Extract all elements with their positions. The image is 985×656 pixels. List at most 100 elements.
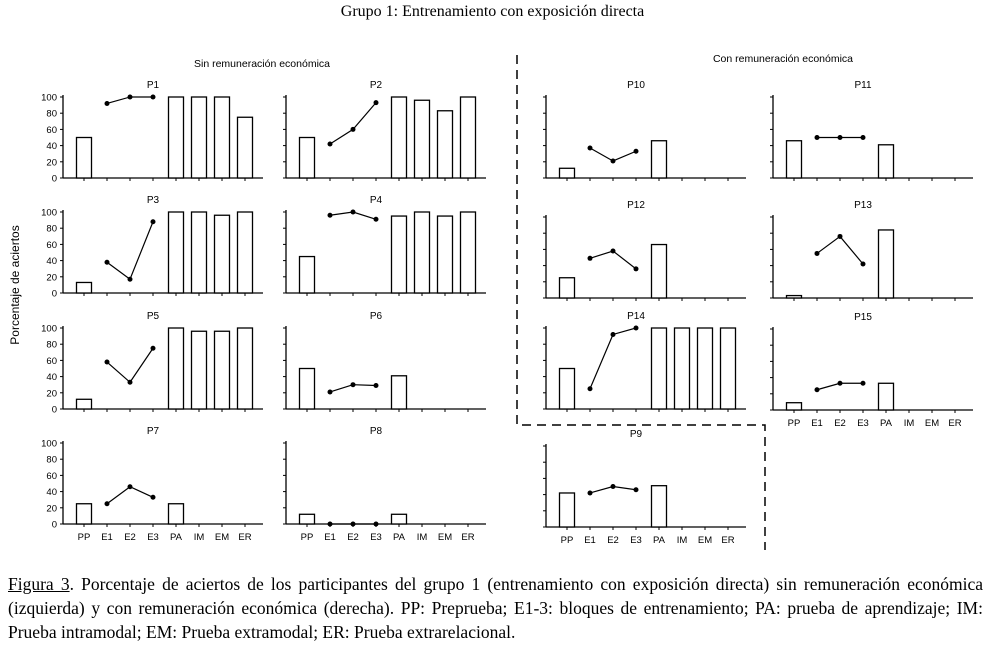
training-point-P15-E2 xyxy=(837,380,843,386)
bar-P4-EM xyxy=(436,215,454,294)
x-tick-label: ER xyxy=(948,418,961,429)
training-point-P13-E3 xyxy=(860,261,866,267)
bar-P8-PA xyxy=(390,513,408,525)
panel-title: P7 xyxy=(147,426,160,437)
training-point-P9-E2 xyxy=(610,484,616,489)
training-point-P14-E2 xyxy=(610,331,616,337)
bar-P1-ER xyxy=(236,116,254,179)
bar-P2-IM xyxy=(413,99,431,179)
y-tick-label: 80 xyxy=(46,109,57,120)
y-tick-label: 0 xyxy=(52,174,57,185)
bar-P6-PP xyxy=(298,367,316,410)
bar-P7-PA xyxy=(167,503,185,525)
x-tick-label: PA xyxy=(653,535,666,546)
training-line-P14 xyxy=(589,327,637,389)
training-point-P5-E2 xyxy=(127,379,133,385)
x-tick-label: IM xyxy=(194,532,205,543)
training-point-P1-E3 xyxy=(150,94,156,100)
caption-text: . Porcentaje de aciertos de los particip… xyxy=(8,574,983,642)
bar-P4-PA xyxy=(390,215,408,294)
bar-P4-IM xyxy=(413,211,431,294)
bar-P5-PA xyxy=(167,327,185,410)
x-tick-label: E3 xyxy=(857,418,869,429)
bar-P3-IM xyxy=(190,211,208,294)
y-tick-label: 80 xyxy=(46,224,57,235)
bar-P3-EM xyxy=(213,214,231,294)
bar-P1-PP xyxy=(75,136,93,179)
training-point-P2-E1 xyxy=(327,141,333,147)
bar-P1-IM xyxy=(190,96,208,179)
training-point-P5-E3 xyxy=(150,345,156,351)
x-tick-label: PA xyxy=(880,418,893,429)
panel-title: P5 xyxy=(147,311,160,322)
training-point-P7-E2 xyxy=(127,484,133,490)
training-point-P4-E1 xyxy=(327,212,333,218)
x-tick-label: E3 xyxy=(370,532,382,543)
x-tick-label: ER xyxy=(461,532,474,543)
y-tick-label: 20 xyxy=(46,157,57,168)
y-tick-label: 100 xyxy=(41,324,57,335)
y-tick-label: 100 xyxy=(41,208,57,219)
bar-P12-PP xyxy=(558,277,576,299)
y-tick-label: 100 xyxy=(41,93,57,104)
x-tick-label: E3 xyxy=(630,535,642,546)
training-point-P12-E3 xyxy=(633,266,639,272)
y-tick-label: 0 xyxy=(52,520,57,531)
y-tick-label: 40 xyxy=(46,372,57,383)
bar-P6-PA xyxy=(390,375,408,410)
x-tick-label: PP xyxy=(788,418,801,429)
bar-P3-PA xyxy=(167,211,185,294)
bar-P14-IM xyxy=(673,327,691,410)
bar-P7-PP xyxy=(75,503,93,525)
panel-title: P15 xyxy=(854,312,872,323)
x-tick-label: E2 xyxy=(124,532,136,543)
bar-P1-PA xyxy=(167,96,185,179)
training-point-P4-E2 xyxy=(350,209,356,215)
bar-P2-EM xyxy=(436,110,454,179)
bar-P14-PA xyxy=(650,327,668,410)
bar-P2-PP xyxy=(298,136,316,179)
x-tick-label: IM xyxy=(417,532,428,543)
bar-P2-PA xyxy=(390,96,408,179)
panel-title: P8 xyxy=(370,426,383,437)
panel-title: P14 xyxy=(627,311,645,322)
group-label-left: Sin remuneración económica xyxy=(194,58,330,70)
panel-title: P6 xyxy=(370,311,383,322)
training-point-P10-E1 xyxy=(587,145,593,151)
y-tick-label: 40 xyxy=(46,256,57,267)
training-line-P13 xyxy=(816,235,864,265)
bar-P3-PP xyxy=(75,281,93,294)
training-line-P3 xyxy=(106,221,154,281)
y-tick-label: 60 xyxy=(46,471,57,482)
training-point-P11-E1 xyxy=(814,135,820,140)
training-line-P7 xyxy=(106,486,154,505)
panel-title: P10 xyxy=(627,80,645,91)
training-point-P15-E1 xyxy=(814,387,820,393)
training-point-P9-E3 xyxy=(633,487,639,493)
y-tick-label: 80 xyxy=(46,455,57,466)
figure-label: Figura 3 xyxy=(8,574,70,594)
panel-title: P12 xyxy=(627,200,645,211)
x-tick-label: E2 xyxy=(607,535,619,546)
bar-P14-ER xyxy=(719,327,737,410)
x-tick-label: PP xyxy=(301,532,314,543)
bar-P10-PA xyxy=(650,140,668,179)
x-tick-label: PA xyxy=(170,532,183,543)
training-point-P13-E1 xyxy=(814,250,820,256)
x-tick-label: E1 xyxy=(324,532,336,543)
bar-P5-ER xyxy=(236,327,254,410)
bar-P1-EM xyxy=(213,96,231,179)
training-point-P8-E3 xyxy=(373,521,379,527)
training-line-P5 xyxy=(106,347,154,384)
training-point-P2-E3 xyxy=(373,100,379,106)
x-tick-label: ER xyxy=(721,535,734,546)
x-tick-label: E1 xyxy=(811,418,823,429)
training-point-P8-E1 xyxy=(327,521,333,527)
x-tick-label: IM xyxy=(904,418,915,429)
y-tick-label: 0 xyxy=(52,289,57,300)
bar-P5-EM xyxy=(213,330,231,410)
y-tick-label: 20 xyxy=(46,272,57,283)
group-label-right: Con remuneración económica xyxy=(713,53,853,65)
bar-P10-PP xyxy=(558,167,576,179)
training-point-P12-E1 xyxy=(587,255,593,261)
